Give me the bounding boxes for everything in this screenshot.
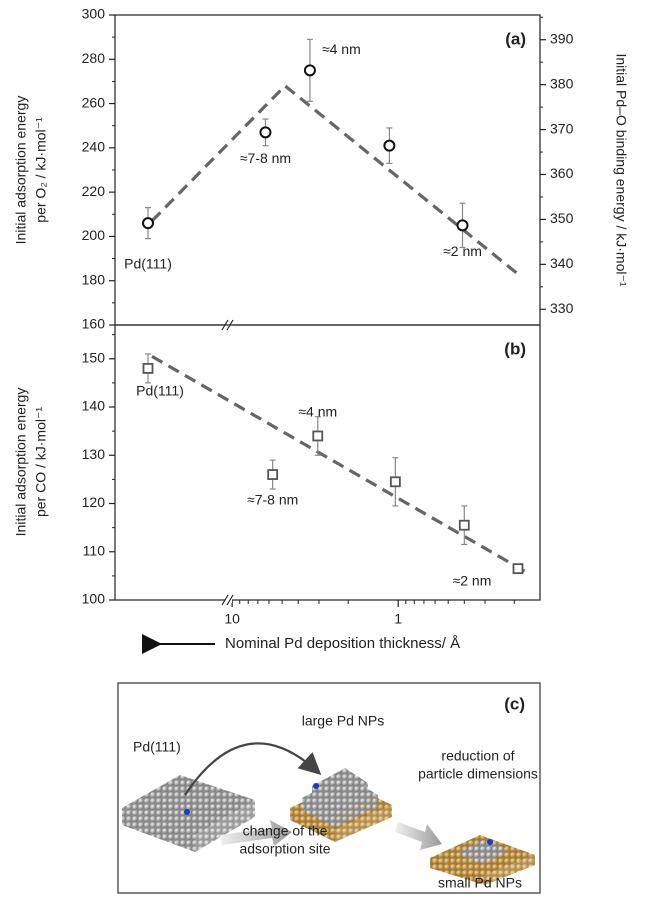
y-tick-label: 100 — [82, 591, 106, 607]
y2-tick-label: 350 — [550, 210, 574, 226]
diagram-label: adsorption site — [239, 841, 330, 857]
process-arrow — [395, 822, 442, 850]
data-point — [142, 363, 154, 374]
point-label: Pd(111) — [136, 383, 184, 399]
panel-label: (a) — [505, 29, 526, 48]
axis-break — [221, 594, 229, 606]
point-label: ≈7-8 nm — [247, 491, 298, 507]
data-point — [267, 469, 279, 480]
point-label: ≈2 nm — [453, 572, 492, 588]
y-tick-label: 300 — [82, 6, 106, 22]
process-arrow — [220, 820, 292, 846]
y2-tick-label: 390 — [550, 30, 574, 46]
y-tick-label: 180 — [82, 271, 106, 287]
fit-line — [150, 83, 519, 276]
diagram: (c) Pd(111) large Pd NPs reduction of pa… — [117, 682, 541, 894]
y2-tick-label: 380 — [550, 75, 574, 91]
y-tick-label: 140 — [82, 398, 106, 414]
y-tick-label: 200 — [82, 227, 106, 243]
y-tick-label: 280 — [82, 50, 106, 66]
data-point — [389, 476, 401, 488]
plot-frame — [114, 324, 541, 601]
diagram-label: Pd(111) — [133, 739, 181, 755]
diagram-label: small Pd NPs — [438, 875, 522, 891]
point-label: ≈7-8 nm — [240, 150, 291, 166]
point-label: Pd(111) — [124, 256, 172, 272]
data-point — [512, 563, 524, 575]
data-point — [456, 219, 469, 232]
data-point — [458, 519, 470, 531]
x-tick-label: 1 — [394, 611, 402, 627]
diagram-label: particle dimensions — [418, 766, 538, 782]
y-tick-label: 150 — [82, 349, 106, 365]
y2-tick-label: 370 — [550, 120, 574, 136]
y2-axis-label: Initial Pd–O binding energy / kJ·mol⁻¹ — [613, 53, 629, 286]
y2-tick-label: 340 — [550, 255, 574, 271]
x-tick-label: 10 — [224, 611, 240, 627]
data-point — [312, 430, 324, 442]
site-arrow — [184, 742, 322, 796]
point-label: ≈2 nm — [443, 243, 482, 259]
panel-label: (c) — [504, 694, 525, 713]
data-point — [383, 139, 396, 152]
y-axis-label: Initial adsorption energy — [13, 96, 29, 245]
pd111-slab — [122, 775, 255, 852]
y-axis-label: per O₂ / kJ·mol⁻¹ — [33, 117, 49, 223]
data-point — [259, 126, 272, 139]
y-tick-label: 220 — [82, 183, 106, 199]
axis-break — [226, 594, 234, 606]
diagram-label: change of the — [243, 823, 328, 839]
x-axis-label: Nominal Pd deposition thickness/ Å — [225, 635, 460, 652]
small-np-slab — [430, 835, 535, 885]
diagram-label: reduction of — [441, 748, 514, 764]
y2-tick-label: 360 — [550, 165, 574, 181]
diagram-label: large Pd NPs — [302, 713, 384, 729]
y-tick-label: 160 — [82, 316, 106, 332]
axis-break-gap — [225, 597, 232, 603]
y-axis-label: Initial adsorption energy — [13, 388, 29, 537]
adsorption-site — [184, 809, 190, 815]
data-point — [142, 217, 154, 230]
fit-line — [151, 354, 530, 575]
y-axis-label: per CO / kJ·mol⁻¹ — [33, 407, 49, 517]
y-tick-label: 110 — [83, 542, 106, 558]
adsorption-site — [487, 839, 493, 845]
adsorption-site — [313, 783, 319, 789]
y-tick-label: 120 — [82, 494, 106, 510]
y-tick-label: 240 — [82, 139, 106, 155]
panel-label: (b) — [504, 339, 526, 358]
y-tick-label: 260 — [82, 94, 106, 110]
large-np-slab — [290, 768, 392, 842]
y2-tick-label: 330 — [550, 300, 574, 316]
plot-frame — [114, 14, 541, 326]
point-label: ≈4 nm — [298, 404, 337, 420]
data-point — [303, 64, 316, 77]
y-tick-label: 130 — [82, 446, 106, 462]
point-label: ≈4 nm — [322, 41, 361, 57]
